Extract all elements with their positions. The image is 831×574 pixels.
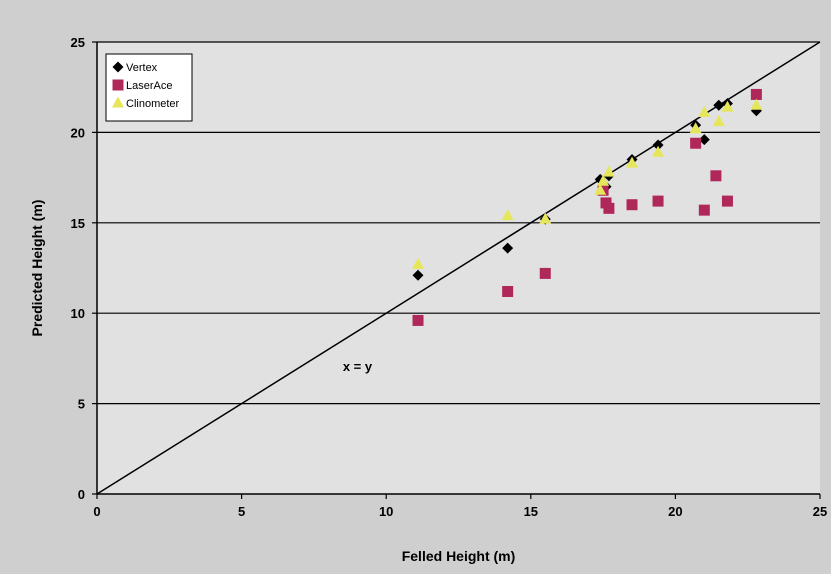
data-point-clinometer bbox=[597, 174, 610, 186]
data-point-vertex bbox=[713, 99, 725, 111]
data-point-laserace bbox=[502, 286, 514, 298]
data-point-laserace bbox=[721, 195, 733, 207]
data-point-clinometer bbox=[539, 212, 552, 224]
reference-line-layer bbox=[96, 41, 821, 495]
data-point-vertex bbox=[502, 242, 514, 254]
data-point-clinometer bbox=[626, 156, 639, 168]
data-point-laserace bbox=[412, 314, 424, 326]
legend-item-vertex: Vertex bbox=[112, 61, 158, 74]
data-point-vertex bbox=[412, 269, 424, 281]
reference-line-x-equals-y bbox=[96, 41, 821, 495]
x-axis-label: Felled Height (m) bbox=[402, 548, 516, 564]
data-point-clinometer bbox=[602, 165, 615, 177]
data-point-clinometer bbox=[501, 209, 514, 221]
data-point-clinometer bbox=[750, 98, 763, 110]
data-point-laserace bbox=[698, 204, 710, 216]
data-point-clinometer bbox=[712, 115, 725, 127]
legend-item-laserace: LaserAce bbox=[112, 79, 172, 92]
x-tick-label: 15 bbox=[524, 504, 538, 519]
data-point-clinometer bbox=[412, 257, 425, 269]
x-tick-label: 10 bbox=[379, 504, 393, 519]
y-tick-label: 25 bbox=[71, 35, 85, 50]
data-point-vertex bbox=[698, 134, 710, 146]
y-tick-label: 20 bbox=[71, 125, 85, 140]
data-point-laserace bbox=[603, 202, 615, 214]
data-point-laserace bbox=[539, 267, 551, 279]
legend-item-clinometer: Clinometer bbox=[112, 96, 180, 110]
data-point-laserace bbox=[626, 199, 638, 211]
data-point-clinometer bbox=[721, 100, 734, 112]
legend-marker-vertex bbox=[112, 61, 124, 73]
y-tick-label: 0 bbox=[78, 487, 85, 502]
y-tick-label: 15 bbox=[71, 216, 85, 231]
reference-line-annotation: x = y bbox=[343, 359, 373, 374]
series-laserace bbox=[412, 88, 762, 326]
y-tick-label: 10 bbox=[71, 306, 85, 321]
data-point-vertex bbox=[652, 139, 664, 151]
data-point-clinometer bbox=[689, 122, 702, 134]
data-point-laserace bbox=[652, 195, 664, 207]
data-point-laserace bbox=[750, 88, 762, 100]
data-point-laserace bbox=[710, 170, 722, 182]
data-point-laserace bbox=[690, 137, 702, 149]
x-tick-label: 20 bbox=[668, 504, 682, 519]
data-point-clinometer bbox=[594, 183, 607, 195]
legend-label: LaserAce bbox=[126, 80, 172, 92]
x-tick-label: 5 bbox=[238, 504, 245, 519]
data-point-clinometer bbox=[698, 106, 711, 118]
data-points bbox=[412, 88, 763, 326]
legend-label: Vertex bbox=[126, 62, 158, 74]
axes bbox=[92, 41, 821, 499]
legend: Vertex LaserAce Clinometer bbox=[105, 53, 193, 122]
tick-labels: 0 5 10 15 20 25 0 5 10 15 20 25 bbox=[71, 35, 828, 519]
y-tick-label: 5 bbox=[78, 397, 85, 412]
legend-marker-laserace bbox=[112, 79, 124, 91]
legend-marker-clinometer bbox=[112, 96, 124, 108]
x-tick-label: 0 bbox=[93, 504, 100, 519]
series-clinometer bbox=[412, 98, 763, 269]
y-axis-label: Predicted Height (m) bbox=[29, 200, 45, 337]
legend-label: Clinometer bbox=[126, 98, 180, 110]
data-point-clinometer bbox=[652, 145, 665, 157]
x-tick-label: 25 bbox=[813, 504, 827, 519]
